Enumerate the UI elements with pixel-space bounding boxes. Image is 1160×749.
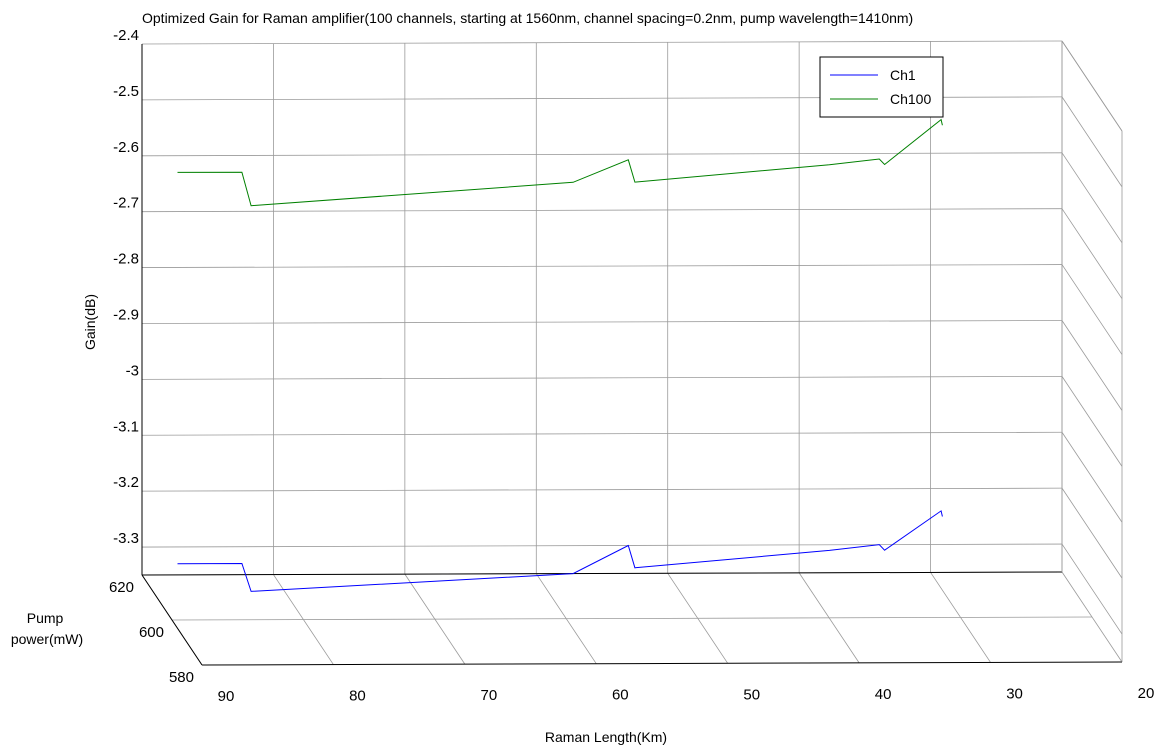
series-line-ch100 [177,118,943,207]
y-axis-ticks: 620 600 580 [109,579,194,686]
right-wall-gridline [1061,264,1123,355]
series [177,118,943,592]
z-gridline [141,264,1063,268]
right-wall-gridline [1061,96,1123,188]
legend-label-ch100: Ch100 [890,91,931,107]
axes [141,40,1123,666]
x-tick-label: 90 [218,688,235,705]
z-gridline [141,543,1063,548]
z-tick-label: -3.1 [113,418,139,435]
x-tick-label: 50 [743,686,760,703]
z-tick-label: -2.5 [113,83,139,100]
x-tick-label: 20 [1138,685,1155,702]
right-wall-gridline [1061,320,1123,411]
z-tick-label: -3 [126,362,139,379]
z-gridline [141,152,1063,157]
chart-title: Optimized Gain for Raman amplifier(100 c… [142,10,913,26]
x-tick-label: 70 [481,687,498,704]
legend: Ch1 Ch100 [819,56,944,118]
z-axis-ticks: -2.4 -2.5 -2.6 -2.7 -2.8 -2.9 -3 -3.1 -3.2 -3.3 [113,27,139,547]
legend-label-ch1: Ch1 [890,67,916,83]
right-wall-gridline [1061,487,1123,579]
z-gridline [141,375,1063,380]
x-axis-ticks: 90 80 70 60 50 40 30 20 [218,685,1155,705]
y-axis-label: Pump power(mW) [11,610,83,647]
right-wall-gridline [1061,376,1123,467]
z-gridline [141,40,1063,45]
z-tick-label: -2.4 [113,27,139,44]
z-tick-label: -3.3 [113,530,139,547]
y-tick-label: 580 [169,669,194,686]
grid [141,40,1123,666]
y-tick-label: 600 [139,624,164,641]
y-axis-label-line1: Pump [27,610,64,626]
x-tick-label: 40 [875,686,892,703]
series-line-ch1 [177,510,943,592]
z-tick-label: -3.2 [113,474,139,491]
right-top-edge [1061,40,1123,132]
right-wall-gridline [1061,543,1123,635]
x-axis-back-line [141,571,1063,576]
floor-y-line [171,616,1093,621]
z-gridline [141,431,1063,436]
z-tick-label: -2.6 [113,139,139,156]
x-tick-label: 60 [612,687,629,704]
right-wall-gridline [1061,432,1123,523]
legend-box [819,56,944,118]
x-tick-label: 30 [1006,685,1023,702]
right-wall-gridline [1061,208,1123,299]
y-tick-label: 620 [109,579,134,596]
z-tick-label: -2.8 [113,251,139,268]
z-tick-label: -2.9 [113,306,139,323]
floor-y-line [201,661,1123,666]
x-tick-label: 80 [349,688,366,705]
z-gridline [141,208,1063,213]
z-gridline [141,320,1063,324]
z-tick-label: -2.7 [113,195,139,212]
z-gridline [141,487,1063,492]
y-axis-line [141,574,203,666]
right-wall-gridline [1061,152,1123,244]
x-axis-label: Raman Length(Km) [545,729,667,745]
y-axis-label-line2: power(mW) [11,631,83,647]
z-axis-label: Gain(dB) [82,294,98,350]
